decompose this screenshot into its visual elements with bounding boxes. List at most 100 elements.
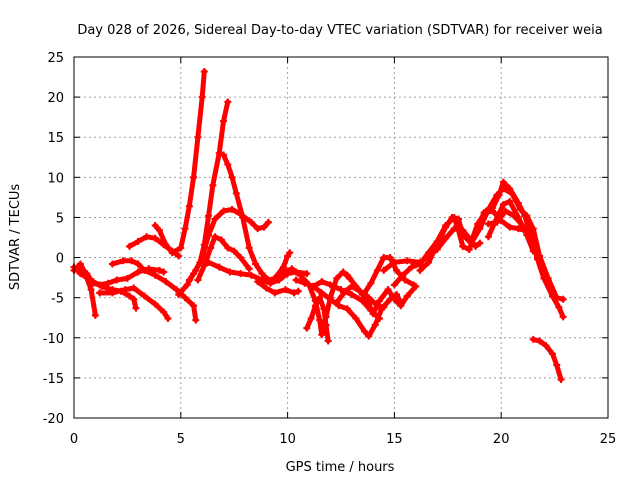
- data-point: [352, 315, 360, 323]
- data-point: [239, 213, 247, 221]
- data-point: [534, 254, 542, 262]
- x-tick-label: 10: [279, 432, 296, 447]
- data-point: [228, 205, 236, 213]
- data-point: [316, 316, 324, 324]
- data-point: [343, 271, 351, 279]
- data-point: [224, 98, 232, 106]
- data-point: [506, 185, 514, 193]
- data-point: [390, 281, 398, 289]
- y-tick-label: 15: [47, 131, 64, 146]
- data-point: [113, 276, 121, 284]
- data-point: [164, 315, 172, 323]
- y-tick-label: -5: [51, 292, 64, 307]
- data-point: [119, 257, 127, 265]
- data-point: [467, 238, 475, 246]
- data-point: [454, 215, 462, 223]
- data-point: [264, 218, 272, 226]
- data-point: [337, 286, 345, 294]
- data-point: [529, 247, 537, 255]
- data-point: [220, 207, 228, 215]
- x-axis-label: GPS time / hours: [286, 460, 395, 475]
- data-point: [373, 266, 381, 274]
- data-point: [130, 295, 138, 303]
- data-point: [465, 246, 473, 254]
- data-point: [301, 279, 309, 287]
- data-point: [495, 191, 503, 199]
- data-point: [318, 331, 326, 339]
- data-point: [403, 292, 411, 300]
- data-series: [70, 67, 567, 383]
- data-point: [160, 308, 168, 316]
- y-tick-label: -15: [43, 372, 64, 387]
- data-point: [205, 212, 213, 220]
- data-point: [416, 260, 424, 268]
- data-point: [121, 286, 129, 294]
- data-point: [87, 286, 95, 294]
- data-point: [215, 263, 223, 271]
- data-point: [126, 242, 134, 250]
- data-point: [200, 262, 208, 270]
- data-point: [529, 335, 537, 343]
- data-point: [343, 305, 351, 313]
- data-point: [151, 271, 159, 279]
- data-point: [474, 220, 482, 228]
- data-point: [324, 337, 332, 345]
- data-point: [281, 286, 289, 294]
- data-point: [553, 361, 561, 369]
- data-point: [459, 242, 467, 250]
- data-point: [132, 304, 140, 312]
- data-point: [175, 252, 183, 260]
- data-point: [89, 279, 97, 287]
- data-point: [294, 287, 302, 295]
- data-point: [254, 225, 262, 233]
- data-point: [548, 292, 556, 300]
- data-point: [254, 278, 262, 286]
- y-tick-label: 10: [47, 171, 64, 186]
- data-point: [123, 274, 131, 282]
- data-point: [318, 278, 326, 286]
- data-point: [484, 220, 492, 228]
- data-point: [292, 276, 300, 284]
- data-point: [367, 279, 375, 287]
- data-point: [523, 231, 531, 239]
- data-point: [352, 282, 360, 290]
- data-point: [162, 278, 170, 286]
- x-tick-label: 15: [386, 432, 403, 447]
- data-point: [506, 223, 514, 231]
- data-point: [262, 284, 270, 292]
- data-point: [514, 225, 522, 233]
- data-point: [348, 290, 356, 298]
- data-point: [155, 226, 163, 234]
- data-point: [205, 258, 213, 266]
- data-point: [393, 290, 401, 298]
- data-point: [198, 254, 206, 262]
- data-point: [360, 327, 368, 335]
- y-tick-label: 25: [47, 51, 64, 66]
- y-tick-label: 20: [47, 91, 64, 106]
- data-point: [224, 244, 232, 252]
- data-point: [224, 160, 232, 168]
- data-point: [151, 221, 159, 229]
- data-point: [237, 254, 245, 262]
- data-point: [194, 133, 202, 141]
- x-tick-label: 5: [177, 432, 185, 447]
- data-point: [264, 276, 272, 284]
- data-point: [209, 181, 217, 189]
- data-point: [484, 233, 492, 241]
- data-point: [190, 173, 198, 181]
- x-tick-label: 25: [600, 432, 617, 447]
- data-point: [326, 281, 334, 289]
- data-point: [303, 270, 311, 278]
- data-point: [501, 207, 509, 215]
- data-point: [318, 289, 326, 297]
- data-point: [339, 268, 347, 276]
- data-point: [194, 276, 202, 284]
- data-point: [555, 303, 563, 311]
- data-point: [410, 281, 418, 289]
- data-point: [499, 178, 507, 186]
- data-point: [333, 274, 341, 282]
- data-point: [151, 300, 159, 308]
- data-point: [407, 263, 415, 271]
- data-point: [433, 241, 441, 249]
